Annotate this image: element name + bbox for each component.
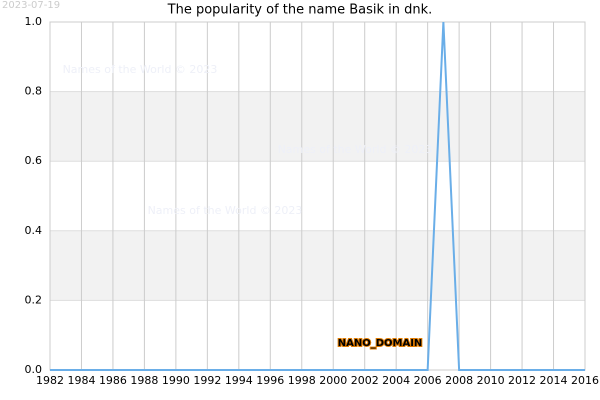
- y-tick-label: 1.0: [25, 15, 43, 28]
- watermark: Names of the World © 2023: [278, 143, 433, 156]
- grid-band: [50, 230, 585, 301]
- x-tick-label: 1990: [162, 374, 190, 387]
- x-tick-label: 1982: [36, 374, 64, 387]
- x-tick-label: 2002: [351, 374, 379, 387]
- watermark: Names of the World © 2023: [148, 204, 303, 217]
- x-tick-label: 1994: [225, 374, 253, 387]
- x-tick-label: 1984: [67, 374, 95, 387]
- chart-title: The popularity of the name Basik in dnk.: [167, 3, 433, 18]
- grid-band: [50, 91, 585, 162]
- date-stamp: 2023-07-19: [2, 0, 60, 11]
- x-tick-label: 2006: [414, 374, 442, 387]
- x-tick-label: 1988: [130, 374, 158, 387]
- x-tick-label: 2004: [382, 374, 410, 387]
- x-tick-label: 1992: [193, 374, 221, 387]
- watermark: Names of the World © 2023: [63, 63, 218, 76]
- y-tick-label: 0.0: [25, 363, 43, 376]
- annotation: NANO_DOMAIN: [338, 338, 423, 349]
- x-tick-label: 1996: [256, 374, 284, 387]
- x-tick-label: 2000: [319, 374, 347, 387]
- x-tick-label: 2010: [477, 374, 505, 387]
- y-tick-label: 0.2: [25, 293, 43, 306]
- x-tick-label: 1986: [99, 374, 127, 387]
- y-tick-label: 0.4: [25, 224, 43, 237]
- x-tick-label: 2016: [571, 374, 599, 387]
- x-tick-label: 2014: [540, 374, 568, 387]
- x-tick-label: 2012: [508, 374, 536, 387]
- y-tick-label: 0.6: [25, 154, 43, 167]
- line: [50, 21, 585, 371]
- x-tick-label: 2008: [445, 374, 473, 387]
- x-tick-label: 1998: [288, 374, 316, 387]
- y-tick-label: 0.8: [25, 85, 43, 98]
